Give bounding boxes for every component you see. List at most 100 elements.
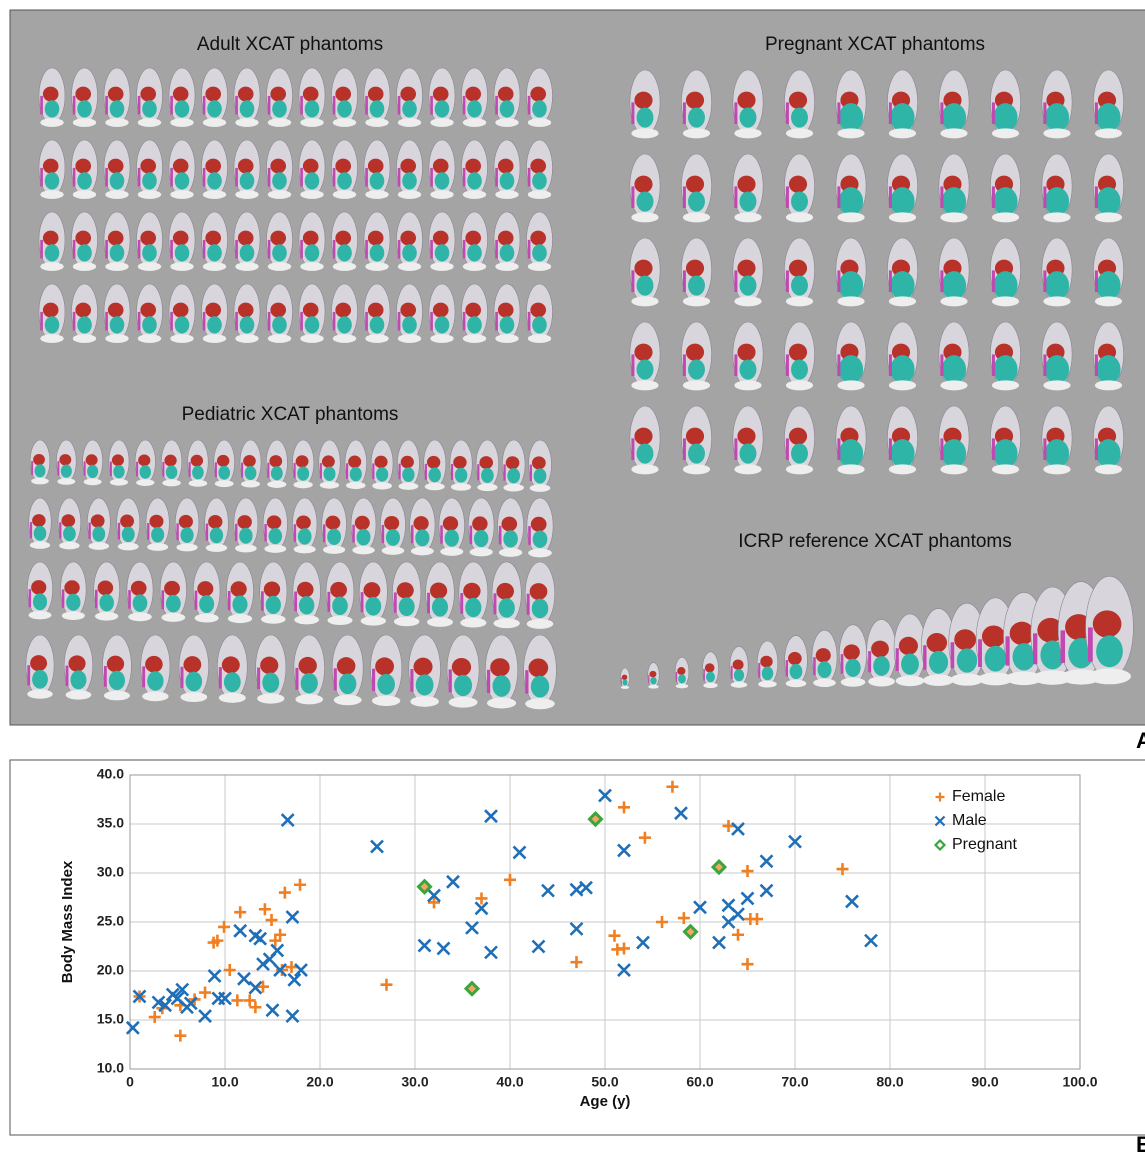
phantom-pelvis [837,212,865,223]
phantom-organ [393,592,397,613]
phantom-organ [330,581,347,598]
phantom [428,283,456,343]
phantom-organ [734,354,738,376]
phantom-organ [940,186,944,208]
phantom-organ [107,86,124,102]
phantom-organ [272,244,287,262]
phantom-organ [105,95,108,115]
phantom-organ [451,657,472,677]
phantom-organ [130,580,147,596]
phantom-organ [142,666,146,688]
phantom-organ [367,302,384,318]
phantom-organ [532,172,547,190]
phantom-pelvis [1043,128,1071,139]
phantom-pelvis [493,618,520,629]
data-point [741,958,754,971]
phantom [526,283,553,343]
phantom-pelvis [631,212,659,223]
phantom-organ [372,668,376,692]
phantom-pelvis [785,128,814,139]
phantom-pelvis [365,118,389,127]
phantom-organ [151,526,165,543]
panel-title: Pregnant XCAT phantoms [765,34,985,55]
data-point [531,939,546,954]
phantom [702,651,719,689]
data-point [248,980,263,995]
data-point [710,858,728,876]
phantom-organ [205,158,222,174]
phantom-organ [337,172,352,190]
phantom [298,211,326,271]
phantom-pelvis [527,190,552,199]
phantom-organ [174,172,190,190]
data-point [427,888,441,903]
phantom [784,237,815,307]
data-point [233,923,248,938]
phantom-pelvis [105,334,129,343]
phantom-organ [97,580,114,596]
phantom-organ [257,667,261,690]
phantom-organ [428,467,441,483]
phantom-pelvis [264,544,287,553]
phantom-pelvis [631,380,659,391]
phantom-pelvis [27,689,53,699]
phantom-organ [785,438,789,460]
phantom [1093,405,1124,475]
phantom-organ [30,655,48,672]
phantom-organ [460,593,464,614]
y-tick-label: 10.0 [97,1060,124,1076]
phantom-organ [235,95,238,115]
phantom-pelvis [888,464,917,475]
phantom-organ [267,311,271,331]
phantom-organ [365,596,382,616]
phantom-organ [235,523,238,541]
data-point [287,972,302,987]
phantom-pelvis [352,546,375,555]
phantom-pelvis [527,262,552,271]
phantom [321,497,347,554]
phantom-organ [434,316,450,334]
phantom-organ [172,86,189,102]
phantom-pelvis [161,613,186,622]
phantom [126,561,154,622]
phantom-organ [298,656,317,675]
phantom-organ [448,669,452,693]
data-point [280,813,295,827]
phantom-organ [180,527,194,543]
phantom-pelvis [332,262,357,271]
phantom-organ [269,455,283,468]
phantom-organ [239,172,255,190]
data-point [712,935,726,950]
phantom-pelvis [1094,464,1123,475]
phantom-pelvis [300,118,324,127]
phantom-organ [165,594,181,613]
phantom-organ [531,598,549,619]
phantom [57,497,82,550]
phantom [140,634,171,702]
phantom-organ [142,316,157,334]
phantom-organ [473,529,489,548]
phantom [71,211,98,271]
phantom-organ [991,102,995,124]
phantom [134,439,156,486]
phantom-pelvis [365,262,389,271]
phantom-organ [266,515,282,530]
data-point [751,913,763,926]
phantom-organ [465,86,482,102]
phantom-organ [338,673,357,695]
phantom-organ [785,270,789,292]
phantom [363,139,391,199]
phantom-organ [59,522,62,539]
phantom-organ [785,186,789,208]
phantom-organ [77,100,92,118]
phantom-organ [410,525,414,544]
phantom-organ [496,582,514,600]
data-point [370,839,384,854]
phantom-organ [178,514,193,529]
data-point [273,963,288,977]
phantom [990,321,1021,391]
phantom [674,656,690,689]
phantom [493,67,521,127]
phantom [168,67,196,127]
data-point [218,920,231,933]
